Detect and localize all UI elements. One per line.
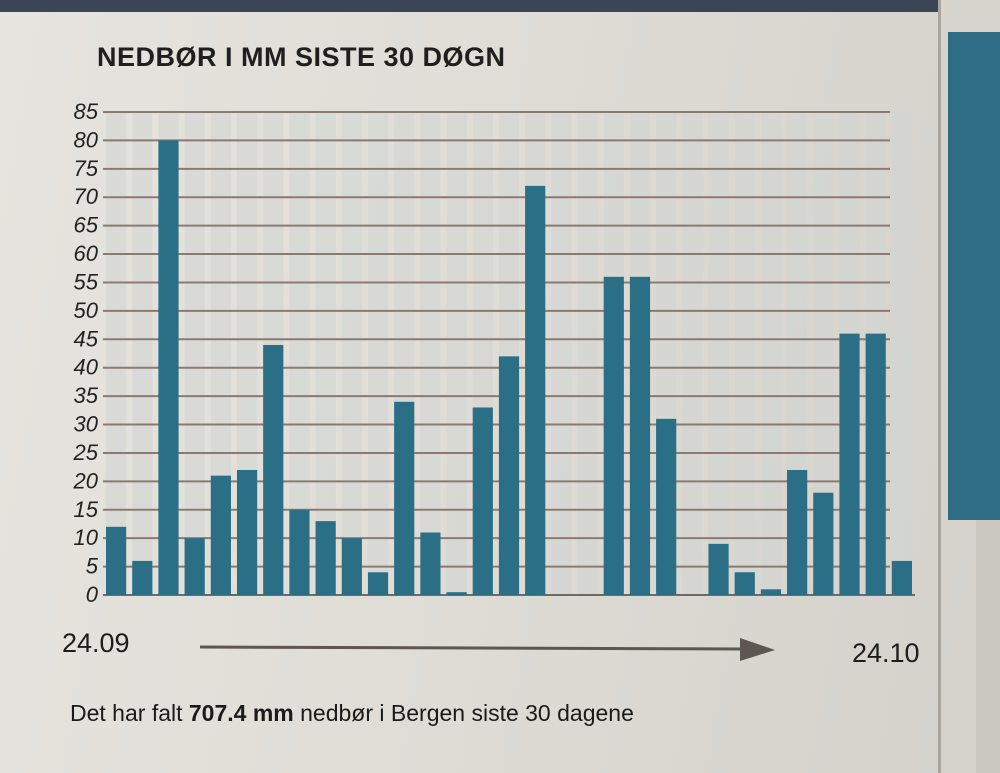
grid-column xyxy=(420,112,441,595)
x-axis-start-label: 24.09 xyxy=(62,628,130,658)
y-tick-label: 50 xyxy=(74,298,99,323)
precipitation-bar xyxy=(263,344,284,595)
grid-column xyxy=(708,112,729,595)
precipitation-bar xyxy=(132,560,153,595)
caption-suffix: nedbør i Bergen siste 30 dagene xyxy=(300,700,634,726)
precipitation-bar xyxy=(420,532,441,595)
grid-column xyxy=(577,112,598,595)
grid-column xyxy=(734,112,755,595)
grid-column xyxy=(184,112,205,595)
precipitation-bar xyxy=(315,521,336,595)
y-tick-label: 35 xyxy=(74,383,99,408)
caption-prefix: Det har falt xyxy=(70,700,183,726)
precipitation-bar xyxy=(787,469,808,595)
y-tick-label: 10 xyxy=(74,525,99,550)
column-divider xyxy=(938,0,941,773)
precipitation-bar xyxy=(446,592,467,595)
grid-column xyxy=(682,112,703,595)
chart-title: NEDBØR I MM SISTE 30 DØGN xyxy=(97,42,506,72)
grid-column xyxy=(341,112,362,595)
caption-unit: mm xyxy=(252,700,294,726)
y-tick-label: 20 xyxy=(73,468,99,493)
grid-column xyxy=(106,112,127,595)
precipitation-bar xyxy=(865,333,886,595)
precipitation-bar xyxy=(367,572,389,595)
precipitation-bar xyxy=(341,538,362,595)
y-tick-label: 15 xyxy=(74,497,99,522)
precipitation-bar xyxy=(106,526,127,595)
precipitation-bar xyxy=(472,407,493,595)
grid-column xyxy=(760,112,782,595)
grid-column xyxy=(367,112,389,595)
grid-column xyxy=(210,112,231,595)
precipitation-bar xyxy=(289,509,310,595)
grid-column xyxy=(891,112,912,595)
precipitation-bar xyxy=(158,140,179,596)
y-tick-label: 80 xyxy=(74,127,99,152)
caption-amount: 707.4 xyxy=(188,700,247,726)
precipitation-bar xyxy=(708,543,729,595)
precipitation-bar xyxy=(891,560,912,595)
y-tick-label: 75 xyxy=(74,156,99,181)
y-tick-label: 25 xyxy=(73,440,99,465)
precipitation-bar xyxy=(760,589,782,595)
precipitation-bar xyxy=(236,469,258,595)
precipitation-bar xyxy=(603,276,624,595)
precipitation-bar xyxy=(629,276,651,595)
summary-caption: Det har falt 707.4 mm nedbør i Bergen si… xyxy=(70,700,634,727)
precipitation-bar xyxy=(839,333,860,595)
grid-column xyxy=(813,112,834,595)
arrow-head-icon xyxy=(740,638,775,661)
y-tick-label: 60 xyxy=(74,241,99,266)
top-color-band xyxy=(0,0,940,12)
precipitation-bar xyxy=(734,572,755,595)
y-tick-label: 30 xyxy=(74,412,99,437)
y-tick-label: 45 xyxy=(74,326,99,351)
precipitation-bar xyxy=(525,185,546,595)
y-tick-label: 5 xyxy=(86,554,99,579)
y-tick-label: 65 xyxy=(74,213,99,238)
grid-column xyxy=(315,112,336,595)
precipitation-bar xyxy=(656,418,677,595)
y-tick-label: 0 xyxy=(86,582,99,607)
y-tick-label: 85 xyxy=(74,99,99,124)
adjacent-column-panel xyxy=(948,32,1000,520)
precipitation-bar xyxy=(210,475,231,595)
time-arrow-line xyxy=(199,645,749,651)
precipitation-bar xyxy=(813,492,834,595)
precipitation-bar xyxy=(498,356,520,595)
grid-column xyxy=(132,112,153,595)
adjacent-column-lower xyxy=(976,520,1000,773)
y-tick-label: 40 xyxy=(74,355,99,380)
precipitation-bar xyxy=(394,401,415,595)
precipitation-bar xyxy=(184,538,205,595)
grid-column xyxy=(289,112,310,595)
x-axis-end-label: 24.10 xyxy=(852,638,920,668)
grid-column xyxy=(551,112,572,595)
y-tick-label: 55 xyxy=(74,269,99,294)
grid-column xyxy=(446,112,467,595)
y-tick-label: 70 xyxy=(74,184,99,209)
